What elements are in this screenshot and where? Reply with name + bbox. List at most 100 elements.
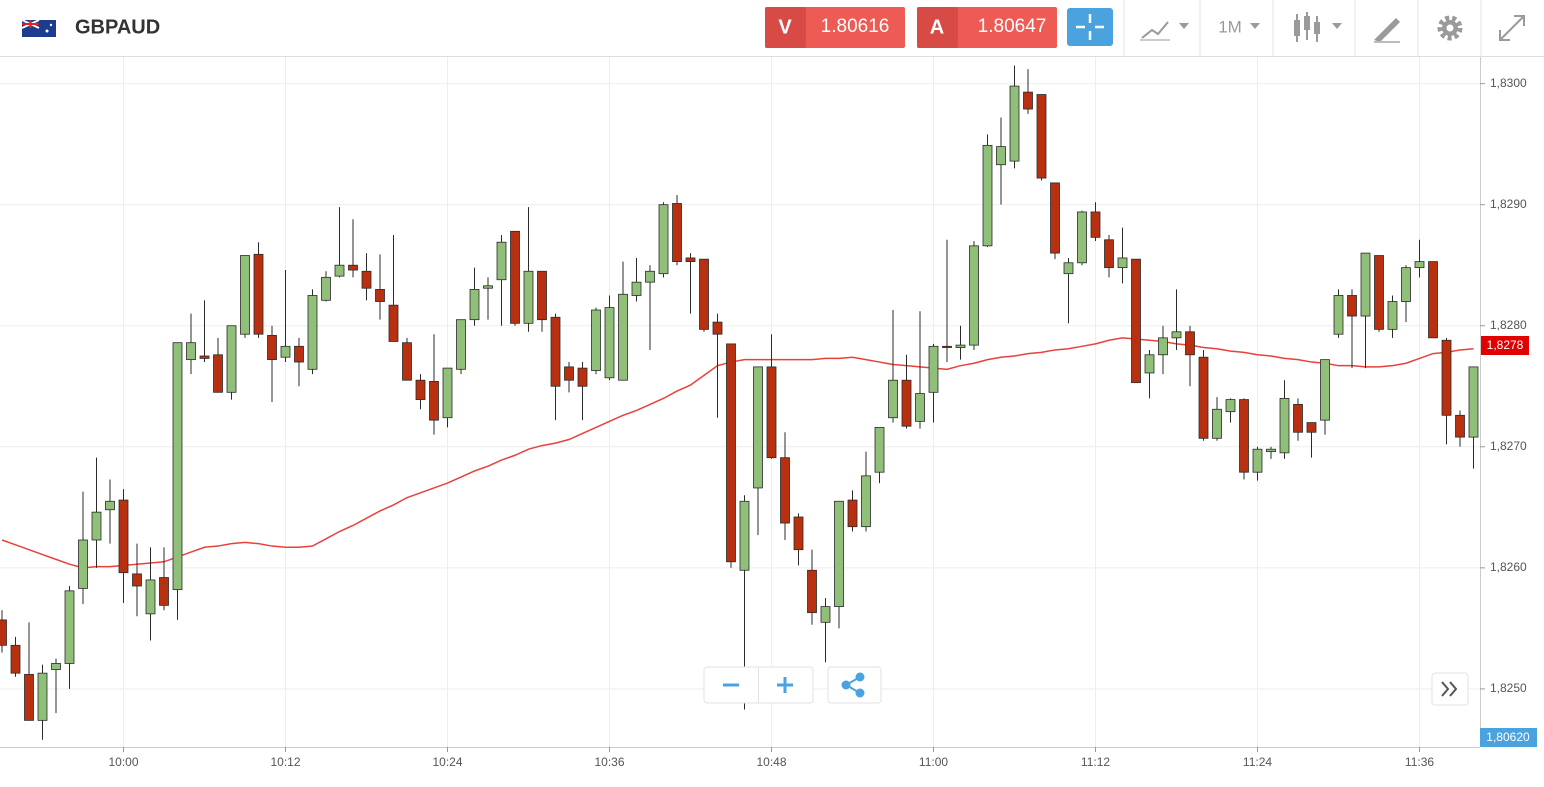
- candle-body: [78, 539, 88, 589]
- bid-price: 1,80620: [1486, 730, 1530, 744]
- candle-body: [1009, 85, 1020, 162]
- candle-body: [1104, 239, 1114, 269]
- candle-body: [672, 203, 682, 262]
- y-tick-label: 1,8300: [1490, 76, 1527, 90]
- candle-body: [1090, 211, 1101, 238]
- candle-body: [1360, 252, 1371, 317]
- bid-price-tag: 1,80620: [1480, 728, 1537, 747]
- y-tick-label: 1,8250: [1490, 681, 1527, 695]
- candle-body: [699, 258, 709, 330]
- settings-button[interactable]: [1437, 15, 1463, 41]
- candle-body: [1293, 404, 1303, 433]
- y-tick-label: 1,8270: [1490, 439, 1527, 453]
- candle-body: [186, 342, 196, 361]
- candle-body: [1387, 301, 1398, 330]
- candle-body: [1333, 295, 1344, 335]
- share-button[interactable]: [841, 672, 865, 698]
- candle-body: [1401, 267, 1411, 302]
- candle-body: [604, 307, 615, 379]
- candle-body: [496, 241, 507, 281]
- candle-body: [307, 295, 318, 370]
- candle-body: [888, 379, 898, 419]
- candle-body: [1198, 356, 1209, 439]
- candle-body: [1077, 211, 1087, 264]
- fullscreen-button[interactable]: [1499, 15, 1525, 41]
- candle-body: [1266, 448, 1276, 453]
- candle-body: [1455, 414, 1465, 438]
- candle-body: [658, 204, 669, 275]
- candle-body: [969, 245, 979, 346]
- candle-body: [1212, 408, 1222, 439]
- candle-body: [429, 381, 439, 421]
- candle-body: [1225, 399, 1236, 413]
- x-tick-label: 10:12: [270, 755, 300, 769]
- candle-body: [1050, 182, 1060, 254]
- candle-body: [132, 573, 142, 587]
- candle-body: [753, 366, 763, 489]
- zoom-in[interactable]: [777, 677, 793, 693]
- grid: [0, 57, 1480, 747]
- candle-body: [1063, 262, 1074, 275]
- x-tick-label: 11:24: [1243, 755, 1272, 769]
- candle-body: [159, 577, 169, 606]
- candle-body: [793, 516, 804, 551]
- candle-body: [577, 367, 588, 387]
- candle-body: [1171, 331, 1182, 339]
- candle-body: [483, 285, 493, 289]
- candle-body: [348, 264, 358, 271]
- candle-body: [402, 342, 412, 381]
- chart-type-button[interactable]: [1140, 21, 1189, 41]
- candle-body: [294, 345, 304, 363]
- candle-body: [64, 590, 75, 664]
- moving-average: [1, 337, 1474, 569]
- x-tick-label: 10:36: [594, 755, 624, 769]
- y-tick-label: 1,8260: [1490, 560, 1527, 574]
- candle-body: [766, 366, 777, 459]
- axes: 1,8300 1,8290 1,8280 1,8270 1,8260 1,8250 10:0…: [108, 76, 1527, 769]
- candle-body: [1239, 399, 1249, 473]
- candle-body: [591, 309, 601, 371]
- scroll-end-button[interactable]: [1431, 672, 1469, 706]
- candle-body: [37, 672, 48, 721]
- candle-body: [361, 270, 372, 289]
- candle-body: [172, 342, 183, 591]
- crosshair-button[interactable]: [1067, 8, 1113, 46]
- candle-body: [1023, 91, 1033, 110]
- candle-style-button[interactable]: [1294, 12, 1342, 42]
- timeframe-button[interactable]: 1M: [1218, 17, 1260, 36]
- candle-body: [226, 325, 237, 393]
- candle-body: [240, 255, 250, 335]
- candle-body: [1117, 257, 1128, 269]
- candle-body: [253, 253, 264, 335]
- candle-body: [645, 270, 655, 283]
- candle-body: [199, 355, 210, 359]
- candle-body: [0, 619, 7, 646]
- candle-body: [564, 366, 574, 381]
- candle-body: [928, 345, 939, 393]
- ma-layer: [1, 337, 1474, 569]
- x-tick-label: 10:24: [432, 755, 462, 769]
- draw-button[interactable]: [1374, 18, 1400, 43]
- candle-body: [1468, 366, 1479, 438]
- candle-body: [105, 500, 115, 511]
- y-tick-label: 1,8290: [1490, 197, 1527, 211]
- candle-body: [1306, 422, 1317, 433]
- buy-price: 1.80647: [978, 16, 1047, 37]
- buy-button[interactable]: A 1.80647: [917, 7, 1057, 48]
- sell-price: 1.80616: [821, 16, 890, 37]
- candle-body: [847, 499, 858, 528]
- candle-body: [834, 500, 844, 607]
- candle-body: [820, 606, 831, 623]
- candle-body: [1036, 94, 1047, 179]
- sell-button[interactable]: V 1.80616: [765, 7, 905, 48]
- x-axis-area: [0, 747, 1544, 787]
- candle-body: [10, 644, 21, 674]
- candle-body: [280, 345, 291, 358]
- candle-body: [510, 230, 520, 324]
- candle-body: [1185, 331, 1195, 356]
- candle-body: [915, 393, 925, 422]
- x-tick-label: 11:12: [1081, 755, 1110, 769]
- candle-body: [1374, 255, 1384, 330]
- candle-body: [91, 511, 102, 541]
